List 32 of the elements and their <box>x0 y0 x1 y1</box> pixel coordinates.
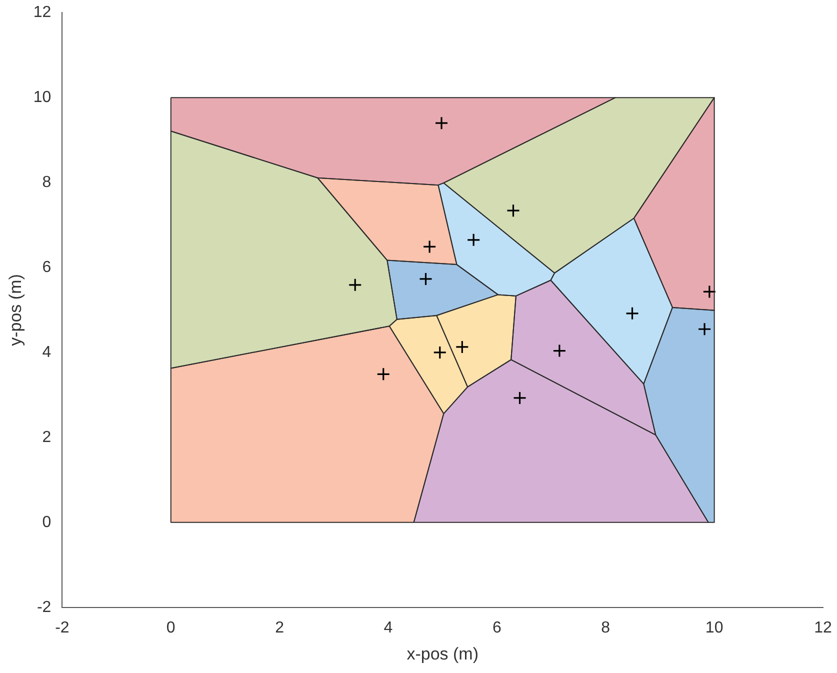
y-tick-label: 8 <box>42 174 52 191</box>
x-tick-label: 4 <box>384 619 393 636</box>
y-tick-label: -2 <box>36 598 52 616</box>
point <box>625 306 640 320</box>
y-axis-title: y-pos (m) <box>6 274 25 346</box>
point <box>422 240 436 254</box>
point <box>418 272 433 286</box>
x-tick-label: -2 <box>55 619 70 636</box>
y-tick-label: 0 <box>42 514 52 531</box>
point <box>698 322 712 336</box>
x-tick-label: 2 <box>275 619 284 636</box>
point <box>552 344 566 358</box>
x-tick-label: 6 <box>492 619 502 636</box>
point <box>376 367 390 381</box>
y-tick-label: 2 <box>42 428 52 446</box>
y-tick-label: 4 <box>42 344 52 361</box>
y-tick-label: 6 <box>42 258 52 276</box>
x-axis-title: x-pos (m) <box>406 644 478 664</box>
point <box>434 116 448 130</box>
y-tick-label: 10 <box>33 88 52 106</box>
point <box>506 204 520 218</box>
y-tick-label: 12 <box>33 4 52 22</box>
x-tick-label: 12 <box>814 619 832 636</box>
point <box>348 278 362 292</box>
x-tick-label: 10 <box>705 619 724 636</box>
point <box>702 284 716 299</box>
point <box>433 346 447 360</box>
point <box>466 233 480 247</box>
point <box>455 340 469 354</box>
x-tick-label: 0 <box>166 619 176 636</box>
x-tick-label: 8 <box>601 619 610 636</box>
point <box>512 391 527 405</box>
